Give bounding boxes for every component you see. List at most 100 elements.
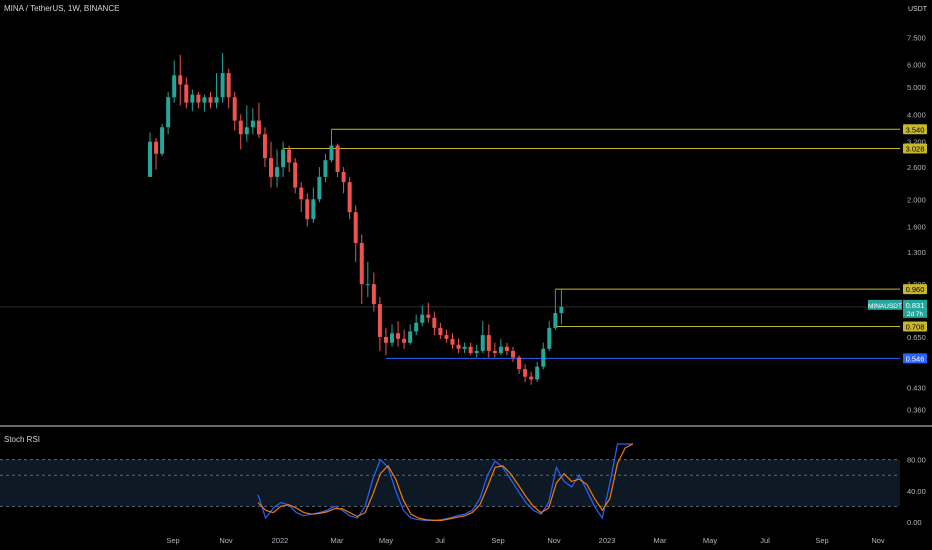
stoch-k-line [257, 443, 633, 522]
candle-body [244, 127, 249, 135]
chart-title: MINA / TetherUS, 1W, BINANCE [4, 4, 120, 13]
time-tick-label: Nov [219, 536, 233, 545]
price-pane[interactable]: 7.500 6.000 5.000 4.000 3.200 2.600 2.000 1.600… [0, 33, 932, 427]
candle-body [535, 366, 540, 380]
current-price-tag [903, 299, 927, 318]
candle-body [517, 357, 522, 370]
candle-body [256, 120, 261, 135]
candle-body [335, 145, 340, 172]
candle-body [238, 120, 243, 135]
stoch-band-fill [0, 459, 900, 507]
candle-body [553, 313, 558, 328]
candle-body [262, 134, 267, 159]
candle-body [523, 369, 528, 377]
time-tick-label: Nov [871, 536, 885, 545]
candle-body [323, 160, 328, 177]
stoch-rsi-pane[interactable]: 80.00 40.00 0.00 [0, 443, 926, 527]
candle-body [541, 348, 546, 367]
candle-body [341, 171, 346, 183]
candle-body [190, 94, 195, 103]
candle-body [504, 346, 509, 351]
stoch-tick-label: 0.00 [907, 518, 922, 527]
candle-body [547, 327, 552, 349]
time-tick-label: Sep [815, 536, 828, 545]
candle-body [281, 149, 286, 168]
time-tick-label: 2022 [272, 536, 289, 545]
candle-body [486, 335, 491, 351]
stoch-tick-label: 40.00 [907, 487, 926, 496]
candle-body [172, 75, 177, 98]
candle-body [408, 331, 413, 343]
candle-body [377, 304, 382, 337]
time-tick-label: Sep [166, 536, 179, 545]
level-price-tag [903, 143, 927, 154]
price-tick-label: 2.600 [907, 163, 926, 172]
symbol-tag [868, 299, 902, 310]
candle-body [299, 187, 304, 200]
price-tick-label: 5.000 [907, 83, 926, 92]
level-price-label: 0.546 [906, 354, 925, 363]
candle-body [383, 336, 388, 343]
price-tick-label: 3.200 [907, 138, 926, 147]
price-tick-label: 4.000 [907, 110, 926, 119]
level-price-tag [903, 321, 927, 332]
candle-body [414, 322, 419, 332]
time-tick-label: Nov [547, 536, 561, 545]
level-price-label: 0.708 [906, 322, 925, 331]
time-axis[interactable]: Sep Nov 2022 Mar May Jul Sep Nov 2023 Mar May Jul Se… [166, 536, 885, 545]
candle-body [396, 333, 401, 339]
indicator-title[interactable]: Stoch RSI [4, 435, 41, 444]
candle-body [359, 242, 364, 285]
candle-body [202, 97, 207, 103]
candle-body [220, 73, 225, 98]
time-tick-label: Mar [654, 536, 667, 545]
time-tick-label: May [703, 536, 717, 545]
level-price-tag [903, 353, 927, 364]
candle-body [293, 162, 298, 188]
price-tick-label: 7.500 [907, 33, 926, 42]
level-price-tag [903, 284, 927, 295]
candle-body [365, 284, 370, 286]
level-price-label: 3.540 [906, 125, 925, 134]
candle-body [468, 346, 473, 354]
candle-body [426, 314, 431, 318]
candle-body [311, 199, 316, 220]
candle-body [287, 149, 292, 163]
candle-body [148, 141, 152, 177]
candle-body [353, 212, 358, 243]
time-tick-label: May [379, 536, 393, 545]
price-tick-label: 6.000 [907, 61, 926, 70]
candle-body [184, 84, 189, 103]
candle-body [420, 314, 425, 323]
candle-body [250, 120, 255, 128]
candle-body [511, 350, 515, 358]
candle-body [317, 176, 322, 200]
candle-body [492, 350, 497, 354]
time-tick-label: Jul [435, 536, 445, 545]
symbol-label: MINAUSDT [868, 303, 902, 310]
price-tick-label: 1.600 [907, 223, 926, 232]
candle-body [390, 333, 394, 343]
candle-body [450, 338, 455, 345]
candle-body [480, 335, 485, 351]
candle-body [474, 350, 479, 354]
candle-body [196, 94, 201, 103]
candle-body [529, 376, 534, 380]
candle-body [269, 158, 273, 177]
current-price-label: 0.831 [906, 301, 925, 310]
candle-body [432, 317, 437, 328]
price-tick-label: 2.000 [907, 195, 926, 204]
candle-body [347, 182, 352, 213]
candle-body [275, 167, 280, 177]
time-tick-label: Sep [491, 536, 504, 545]
price-unit-label: USDT [908, 6, 928, 13]
candle-body [154, 141, 159, 154]
candle-body [462, 346, 467, 349]
time-tick-label: Mar [331, 536, 344, 545]
level-price-label: 3.028 [906, 144, 925, 153]
level-price-label: 0.960 [906, 285, 925, 294]
candle-body [166, 97, 171, 128]
candle-body [232, 97, 237, 121]
time-tick-label: 2023 [599, 536, 616, 545]
